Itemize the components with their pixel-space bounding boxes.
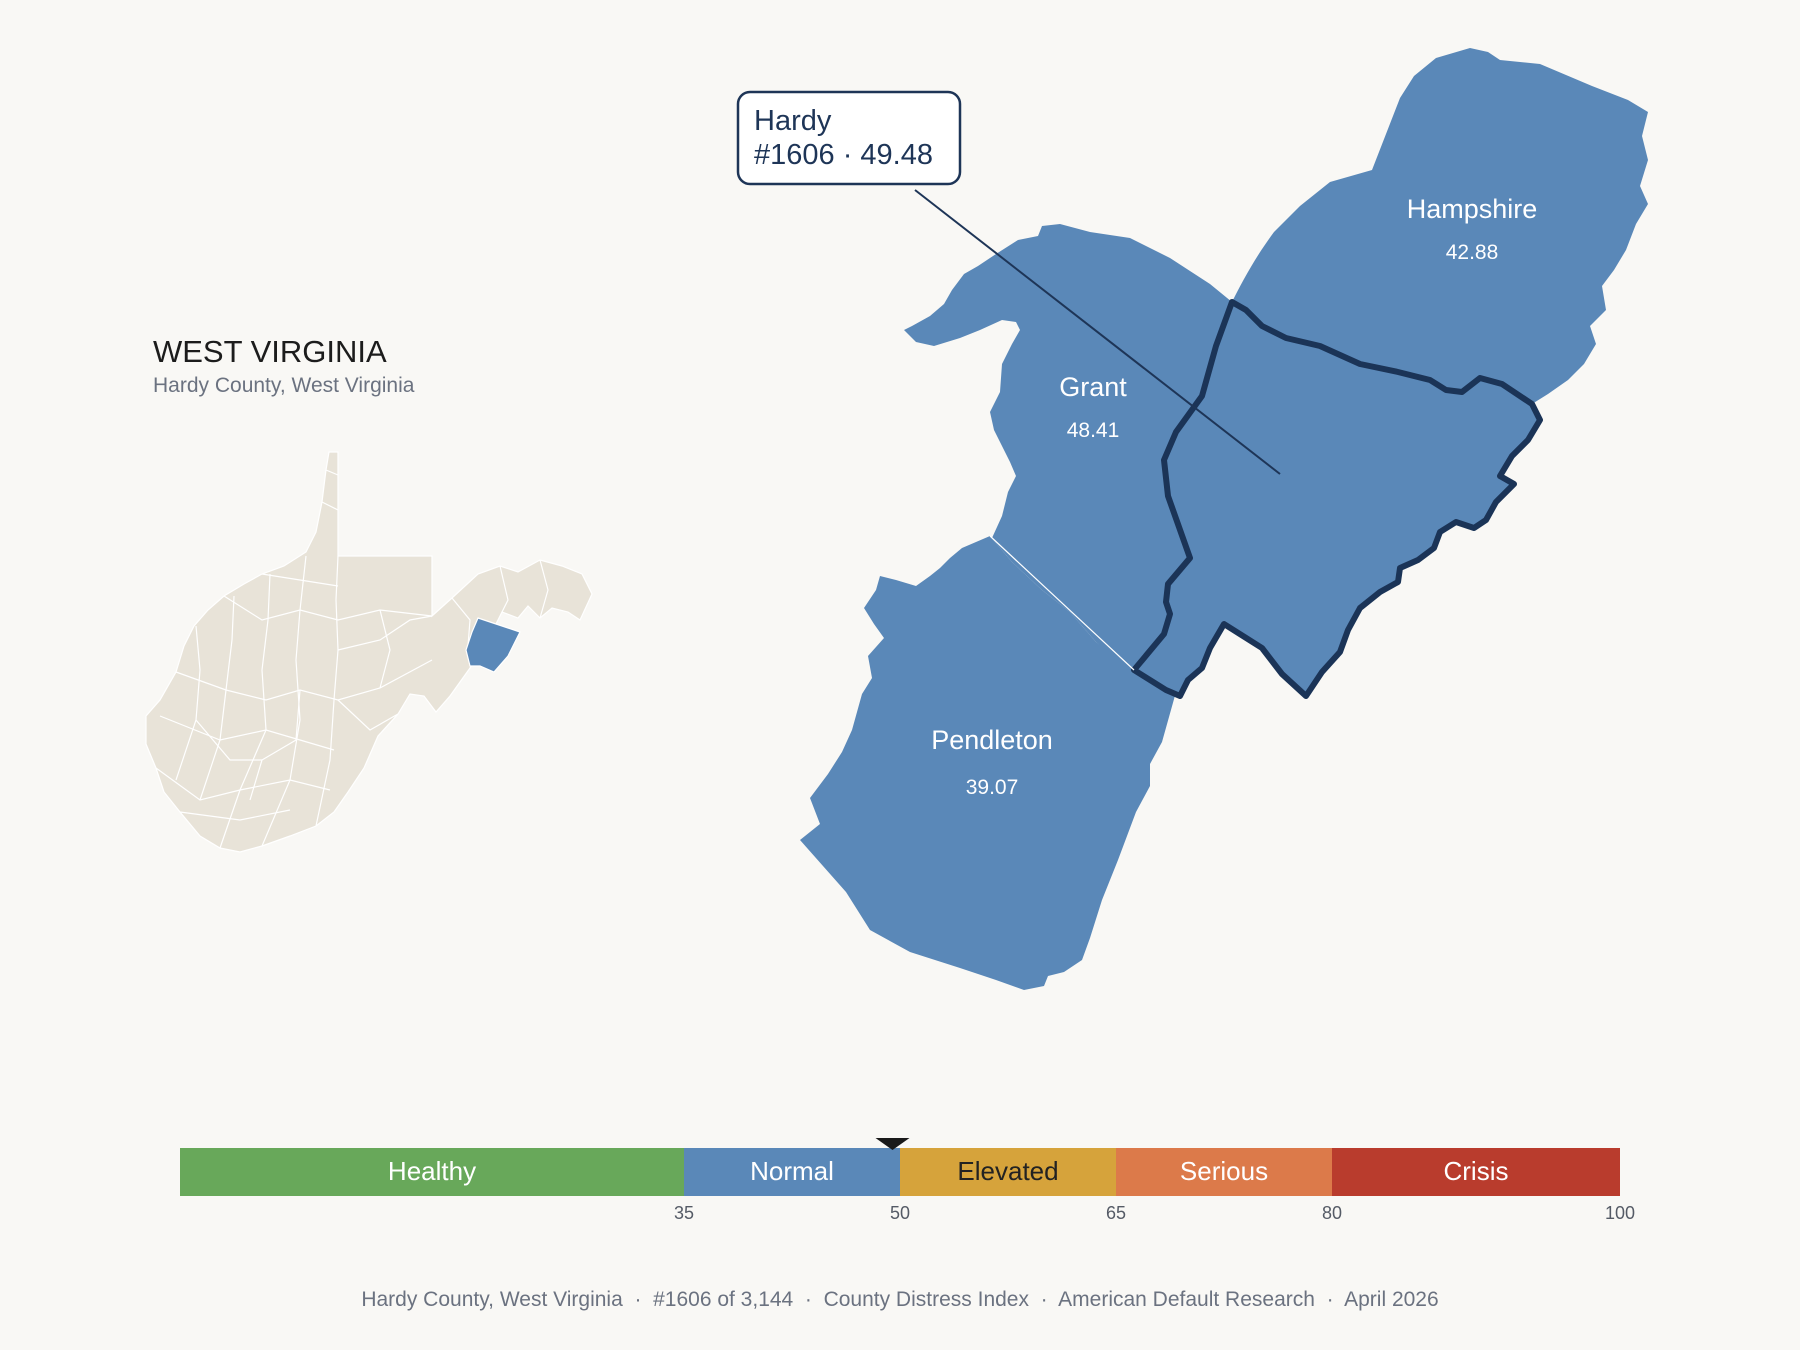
inset-state-map (145, 451, 593, 853)
scale-tick-label: 50 (890, 1203, 910, 1223)
callout-leader-line (914, 189, 1281, 475)
scale-band-label-elevated: Elevated (957, 1156, 1058, 1186)
scale-band-label-healthy: Healthy (388, 1156, 476, 1186)
callout-rank-score: #1606 · 49.48 (754, 139, 933, 171)
hampshire-score: 42.88 (1446, 241, 1499, 264)
scale-band-crisis (1332, 1148, 1620, 1196)
pendleton-label: Pendleton (931, 725, 1053, 755)
scale-band-normal (684, 1148, 900, 1196)
grant-pendleton-border (989, 535, 1135, 671)
scale-band-label-crisis: Crisis (1444, 1156, 1509, 1186)
inset-hardy-highlight (465, 617, 521, 673)
scale-tick-label: 65 (1106, 1203, 1126, 1223)
scale-band-elevated (900, 1148, 1116, 1196)
scale-band-serious (1116, 1148, 1332, 1196)
hampshire-label: Hampshire (1407, 194, 1538, 224)
scale-tick-label: 100 (1605, 1203, 1635, 1223)
scale-band-healthy (180, 1148, 684, 1196)
county-map: Hampshire 42.88 Grant 48.41 Pendleton 39… (800, 48, 1648, 990)
scale-band-label-normal: Normal (750, 1156, 834, 1186)
county-hardy[interactable] (1131, 299, 1543, 699)
county-hampshire[interactable] (1232, 48, 1648, 404)
pendleton-score: 39.07 (966, 776, 1019, 799)
inset-county-lines (155, 469, 549, 849)
callout-box (736, 90, 962, 186)
state-title: WEST VIRGINIA (153, 334, 387, 369)
footer-caption: Hardy County, West Virginia · #1606 of 3… (361, 1288, 1438, 1311)
distress-scale: Healthy Normal Elevated Serious Crisis 35 50 65… (180, 1138, 1635, 1223)
callout: Hardy #1606 · 49.48 (736, 90, 1281, 475)
state-subtitle: Hardy County, West Virginia (153, 374, 415, 397)
grant-score: 48.41 (1067, 419, 1120, 442)
scale-marker (875, 1138, 910, 1150)
county-grant[interactable] (904, 224, 1246, 670)
scale-band-label-serious: Serious (1180, 1156, 1268, 1186)
scale-tick-label: 35 (674, 1203, 694, 1223)
callout-county-name: Hardy (754, 105, 832, 137)
inset-state-shape (145, 451, 593, 853)
county-pendleton[interactable] (800, 536, 1176, 990)
grant-label: Grant (1059, 372, 1127, 402)
scale-tick-label: 80 (1322, 1203, 1342, 1223)
